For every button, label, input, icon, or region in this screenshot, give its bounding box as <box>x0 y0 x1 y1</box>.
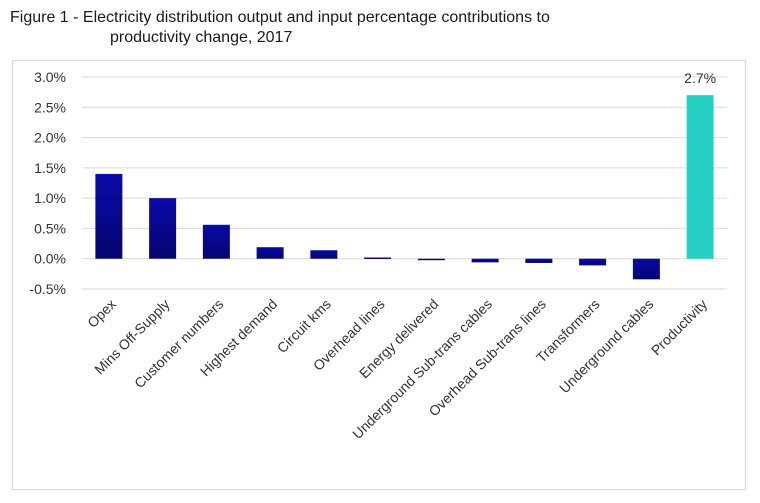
bar-circuit-kms <box>310 250 338 259</box>
bar-underground-cables <box>632 258 660 280</box>
category-label: Opex <box>84 296 119 331</box>
y-tick-label: 1.0% <box>34 190 66 206</box>
bars <box>95 95 714 280</box>
y-tick-label: 1.5% <box>34 160 66 176</box>
figure-title-line-2: productivity change, 2017 <box>110 29 293 46</box>
bar-overhead-lines <box>364 257 392 260</box>
y-tick-label: 0.0% <box>34 251 66 267</box>
bar-opex <box>95 173 123 259</box>
y-tick-label: 2.5% <box>34 99 66 115</box>
data-labels: 2.7% <box>684 70 716 86</box>
bar-mins-off-supply <box>149 198 177 259</box>
bar-underground-sub-trans-cables <box>471 258 499 263</box>
y-tick-label: 3.0% <box>34 69 66 85</box>
gridlines <box>82 76 727 290</box>
bar-overhead-sub-trans-lines <box>525 258 553 263</box>
category-label: Productivity <box>648 296 710 358</box>
y-tick-label: 2.0% <box>34 130 66 146</box>
data-label: 2.7% <box>684 70 716 86</box>
bar-customer-numbers <box>202 224 230 259</box>
category-label: Underground cables <box>556 296 656 396</box>
category-label: Customer numbers <box>131 296 226 391</box>
bar-energy-delivered <box>417 258 445 261</box>
bar-highest-demand <box>256 247 284 259</box>
y-tick-label: 0.5% <box>34 220 66 236</box>
bar-transformers <box>579 258 607 266</box>
y-tick-label: -0.5% <box>29 281 66 297</box>
figure-title-line-1: Figure 1 - Electricity distribution outp… <box>10 9 550 26</box>
y-axis-ticks: 3.0% 2.5% 2.0% 1.5% 1.0% 0.5% 0.0% -0.5% <box>29 69 66 297</box>
chart-frame <box>12 60 746 490</box>
figure-title: Figure 1 - Electricity distribution outp… <box>10 8 750 48</box>
bar-productivity <box>686 95 714 259</box>
